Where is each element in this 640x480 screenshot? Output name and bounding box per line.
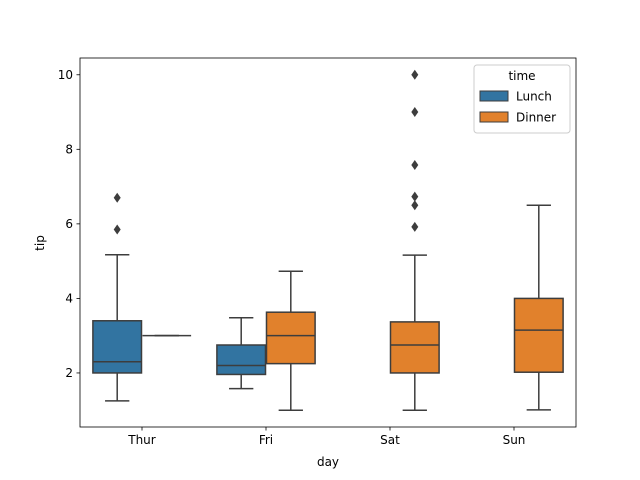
x-tick-label: Fri (259, 433, 273, 447)
box-lunch-thur (92, 192, 143, 402)
y-axis-label: tip (33, 235, 47, 251)
x-tick-label: Sun (503, 433, 526, 447)
plot-area (92, 69, 564, 411)
legend-title: time (508, 69, 535, 83)
axes-frame (79, 57, 577, 428)
box-dinner-sun (513, 204, 564, 411)
axes: 2 4 6 8 10 Thur Fri Sat Sun (58, 57, 577, 447)
x-tick-label: Sat (380, 433, 400, 447)
outlier-point (411, 191, 419, 202)
outlier-point (113, 224, 121, 235)
legend-label-lunch: Lunch (516, 90, 552, 104)
outlier-point (411, 159, 419, 170)
box-dinner-fri (265, 270, 316, 411)
box-lunch-fri (216, 317, 267, 390)
outlier-point (113, 192, 121, 203)
outlier-point (411, 107, 419, 118)
box-body (216, 344, 267, 376)
y-tick-label: 6 (65, 217, 73, 231)
legend-swatch-lunch (479, 90, 509, 102)
legend-label-dinner: Dinner (516, 111, 556, 125)
box-dinner-sat (389, 69, 440, 411)
outlier-point (411, 69, 419, 80)
x-axis-label: day (317, 455, 339, 469)
x-tick-label: Thur (127, 433, 156, 447)
box-body (389, 321, 440, 374)
y-tick-label: 2 (65, 366, 73, 380)
legend: time Lunch Dinner (473, 64, 571, 134)
y-tick-label: 8 (65, 142, 73, 156)
box-body (265, 311, 316, 365)
outlier-point (411, 221, 419, 232)
y-tick-label: 10 (58, 68, 73, 82)
outlier-point (411, 200, 419, 211)
legend-swatch-dinner (479, 111, 509, 123)
box-body (92, 320, 143, 374)
box-body (513, 297, 564, 373)
y-tick-label: 4 (65, 291, 73, 305)
